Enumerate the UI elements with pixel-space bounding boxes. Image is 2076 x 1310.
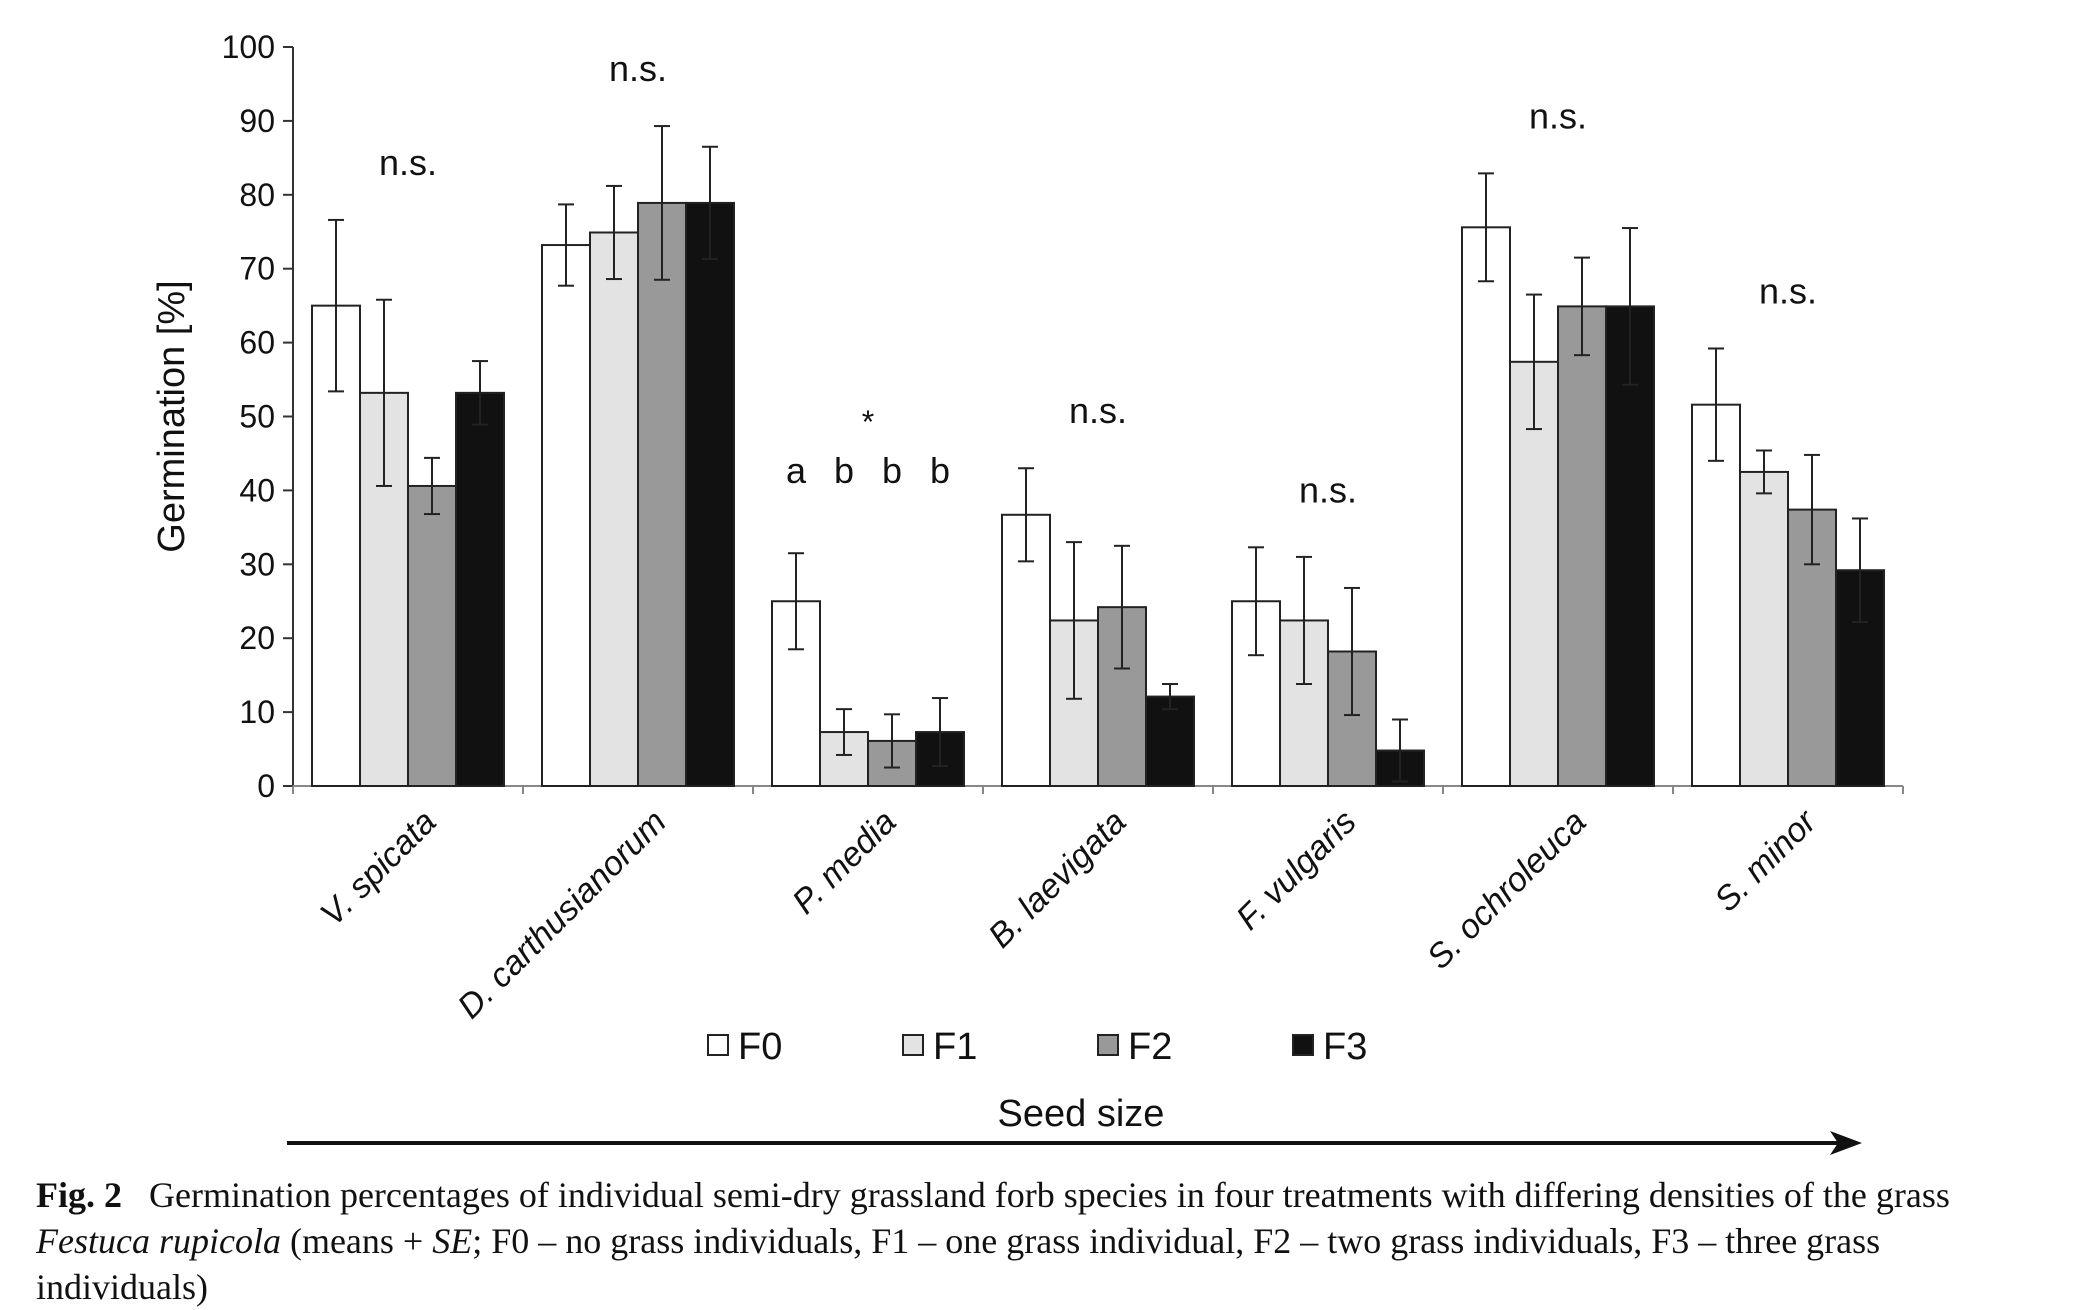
- legend-label: F1: [933, 1026, 977, 1068]
- bar-f0: [541, 244, 591, 787]
- y-tick-label: 50: [239, 399, 275, 435]
- significance-letter: b: [882, 450, 902, 491]
- significance-label: n.s.: [1759, 271, 1817, 312]
- bar-f1: [1509, 360, 1559, 787]
- legend-swatch-f0: [707, 1034, 729, 1056]
- seed-size-arrow: Seed size: [287, 1093, 1862, 1155]
- legend-label: F0: [738, 1026, 782, 1068]
- arrow-head: [1830, 1131, 1862, 1155]
- germination-chart: 0 10 20 30 40 50 60 70 80 90 100 Germination [%] V. …: [151, 29, 1904, 1155]
- caption-species: Festuca rupicola: [36, 1221, 281, 1261]
- significance-label: n.s.: [1529, 95, 1587, 136]
- bar-f2: [1557, 305, 1607, 787]
- y-tick-label: 20: [239, 620, 275, 656]
- legend-swatch-f1: [902, 1034, 924, 1056]
- y-tick-label: 90: [239, 103, 275, 139]
- figure-caption: Fig. 2 Germination percentages of indivi…: [36, 1172, 2046, 1310]
- x-tick-label: V. spicata: [313, 803, 444, 934]
- caption-se: SE: [432, 1221, 473, 1261]
- x-tick-label: B. laevigata: [981, 803, 1134, 956]
- significance-label: n.s.: [609, 48, 667, 89]
- bar-f3: [685, 201, 735, 787]
- bar-f3: [455, 391, 505, 787]
- chart-legend: F0 F1 F2 F3: [707, 1026, 1367, 1068]
- significance-letter: b: [834, 450, 854, 491]
- bar-f1: [589, 231, 639, 787]
- x-tick-label: P. media: [785, 803, 904, 922]
- y-tick-label: 80: [239, 177, 275, 213]
- x-tick-label: S. minor: [1707, 802, 1825, 920]
- legend-swatch-f3: [1292, 1034, 1314, 1056]
- significance-star: *: [862, 404, 874, 440]
- x-tick-label: F. vulgaris: [1229, 803, 1364, 938]
- caption-label: Fig. 2: [36, 1175, 122, 1215]
- y-tick-label: 30: [239, 546, 275, 582]
- y-tick-label: 100: [222, 29, 275, 65]
- y-tick-label: 60: [239, 325, 275, 361]
- chart-bars: [311, 125, 1885, 788]
- bar-f0: [1691, 403, 1741, 787]
- significance-label: n.s.: [379, 142, 437, 183]
- significance-label: n.s.: [1299, 469, 1357, 510]
- y-axis-label: Germination [%]: [151, 280, 193, 552]
- bar-f0: [1461, 226, 1511, 788]
- y-tick-label: 0: [257, 768, 275, 804]
- seed-size-label: Seed size: [998, 1093, 1165, 1135]
- y-tick-label: 70: [239, 251, 275, 287]
- y-tick-label: 40: [239, 472, 275, 508]
- legend-label: F2: [1128, 1026, 1172, 1068]
- bar-f1: [1739, 470, 1789, 787]
- y-tick-label: 10: [239, 694, 275, 730]
- x-tick-label: D. carthusianorum: [450, 803, 673, 1026]
- legend-label: F3: [1323, 1026, 1367, 1068]
- x-tick-label: S. ochroleuca: [1420, 803, 1594, 977]
- significance-letter: a: [786, 450, 807, 491]
- legend-swatch-f2: [1097, 1034, 1119, 1056]
- bar-f2: [637, 201, 687, 787]
- bar-f2: [407, 484, 457, 787]
- caption-text-2: (means +: [280, 1221, 433, 1261]
- significance-letter: b: [930, 450, 950, 491]
- chart-labels: n.s.n.s.a b b b* n.s.n.s.n.s.n.s.: [379, 48, 1817, 510]
- caption-text-1: Germination percentages of individual se…: [149, 1175, 1950, 1215]
- bar-f3: [1605, 305, 1655, 787]
- significance-label: n.s.: [1069, 390, 1127, 431]
